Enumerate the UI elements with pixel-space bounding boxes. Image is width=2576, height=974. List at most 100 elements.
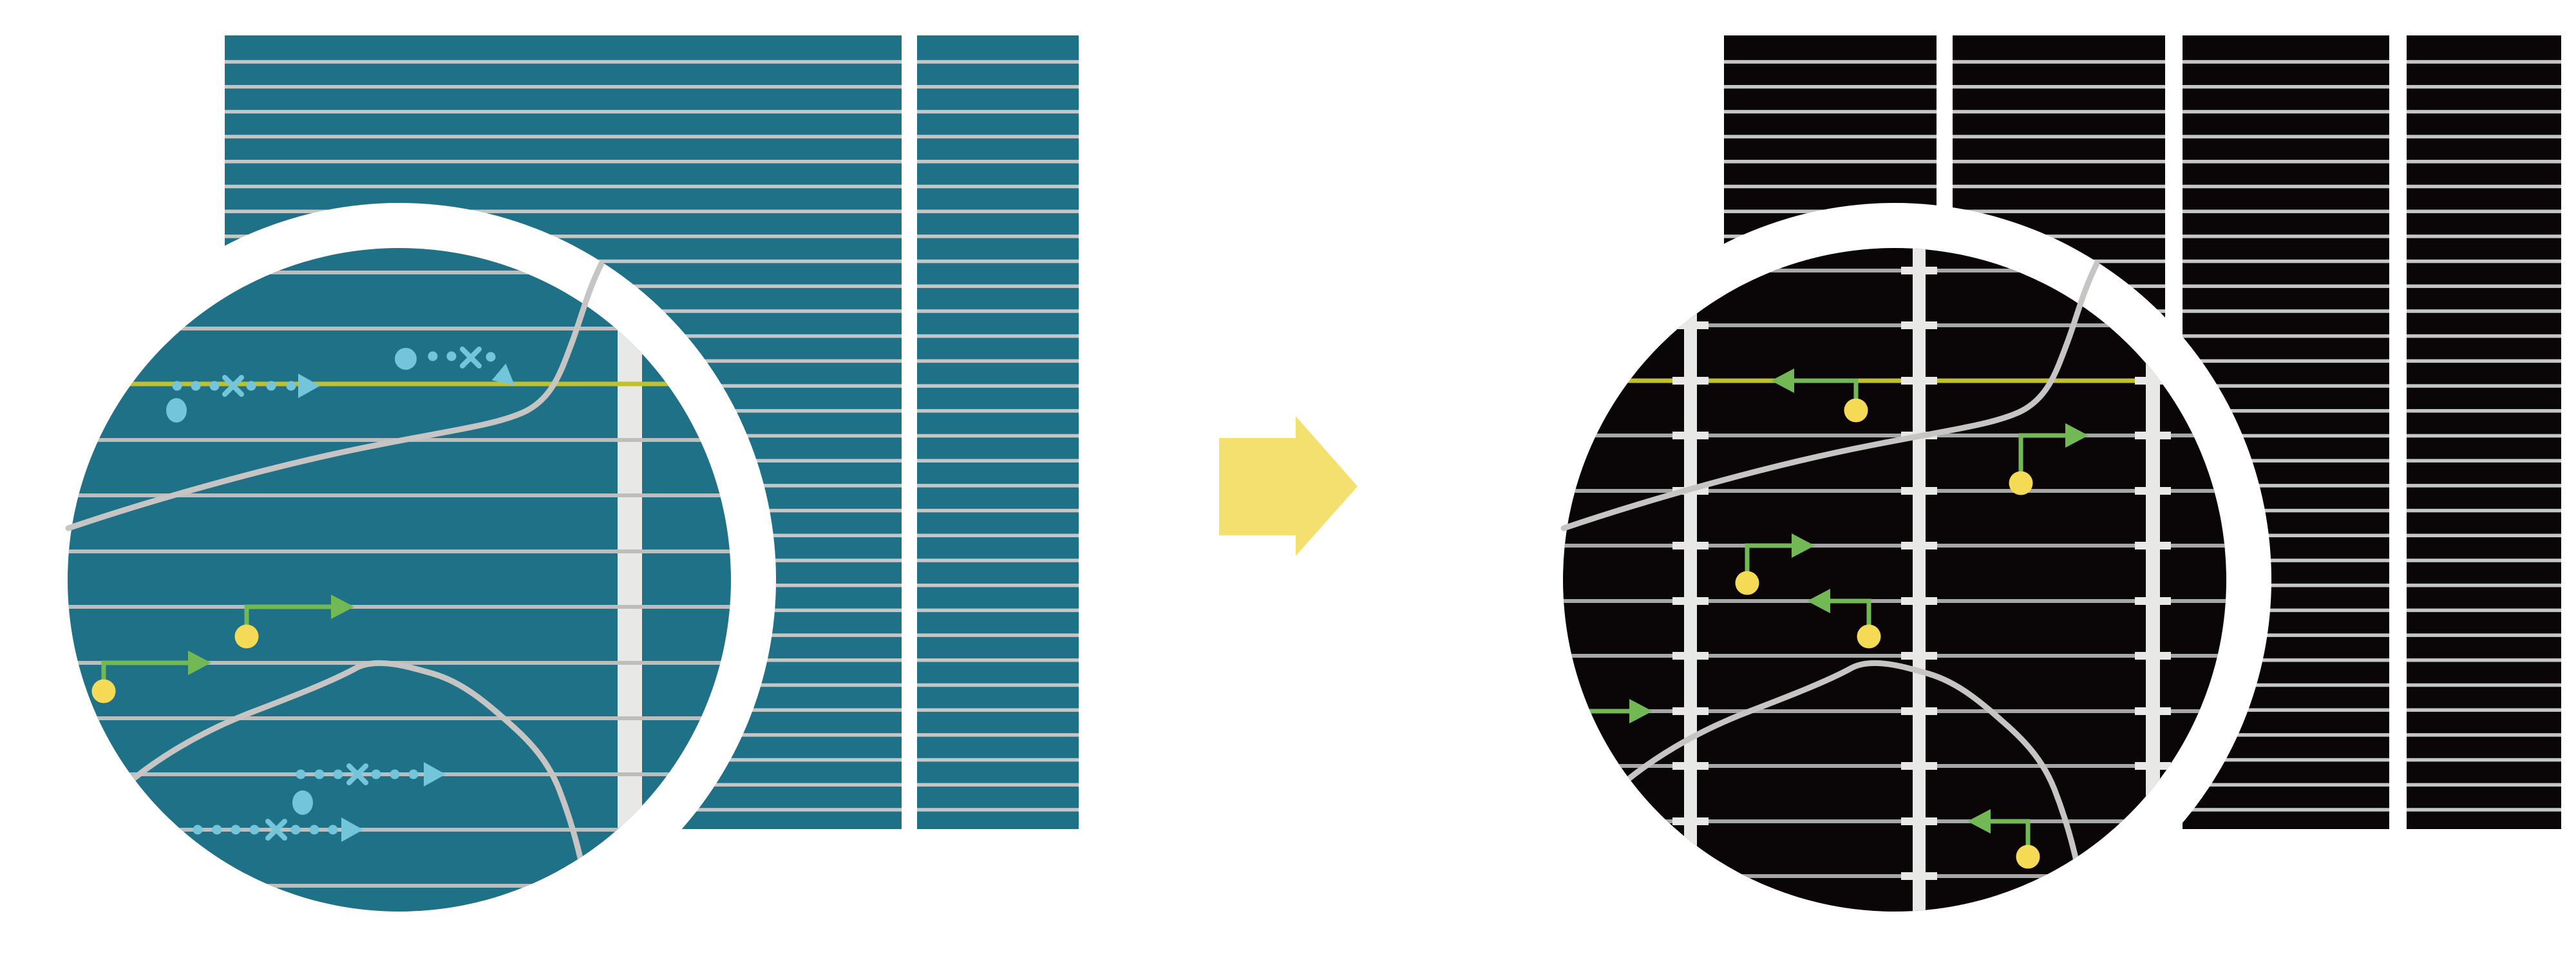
magnified-finger-line bbox=[1563, 269, 2226, 272]
solder-pad bbox=[1672, 377, 1709, 385]
solder-pad bbox=[1901, 817, 1937, 825]
path-dot bbox=[212, 825, 222, 835]
carrier-collection-arrow bbox=[1807, 589, 1881, 649]
cell-rect bbox=[917, 35, 1079, 829]
busbar bbox=[1684, 248, 1697, 912]
finger-line bbox=[1724, 110, 2561, 114]
path-dot bbox=[193, 825, 203, 835]
carrier-dot bbox=[91, 679, 116, 703]
solder-pad bbox=[1901, 267, 1937, 274]
arrow-head-icon bbox=[2065, 423, 2088, 448]
grain-boundary-curve bbox=[1602, 660, 2081, 870]
path-dot bbox=[486, 352, 496, 362]
solder-pad bbox=[1672, 597, 1709, 605]
solder-pad bbox=[1901, 597, 1937, 605]
path-dot bbox=[296, 769, 306, 779]
path-dot bbox=[209, 381, 220, 391]
finger-line bbox=[1724, 259, 2561, 263]
finger-line bbox=[225, 160, 1079, 164]
finger-line bbox=[225, 209, 1079, 213]
arrow-head-icon bbox=[188, 651, 211, 675]
electron-dot bbox=[395, 348, 417, 370]
solder-pad bbox=[1901, 872, 1937, 880]
path-dot bbox=[266, 381, 276, 391]
carrier-dot bbox=[2016, 845, 2040, 869]
magnified-finger-line bbox=[68, 716, 731, 720]
path-dot bbox=[246, 381, 256, 391]
magnified-finger-line bbox=[68, 605, 731, 609]
finger-line bbox=[225, 60, 1079, 64]
finger-line bbox=[225, 135, 1079, 138]
solder-pad bbox=[1901, 487, 1937, 495]
left-magnifier bbox=[23, 203, 776, 957]
magnifier-lens-background bbox=[1563, 248, 2226, 912]
solder-pad bbox=[1901, 762, 1937, 770]
arrow-head-icon bbox=[491, 363, 515, 385]
arrow-head-icon bbox=[1771, 368, 1794, 393]
carrier-collection-arrow bbox=[91, 651, 211, 703]
finger-line bbox=[225, 234, 1079, 238]
finger-line bbox=[1724, 60, 2561, 64]
right-magnifier bbox=[1518, 203, 2271, 957]
solder-pad bbox=[1901, 377, 1937, 385]
magnified-finger-line bbox=[1563, 764, 2226, 768]
magnified-finger-line bbox=[1563, 489, 2226, 493]
carrier-dot bbox=[1857, 624, 1881, 649]
carrier-collection-arrow bbox=[1967, 809, 2040, 869]
magnifier-lens-background bbox=[68, 248, 731, 912]
finger-line bbox=[1724, 234, 2561, 238]
solder-pad bbox=[1672, 652, 1709, 660]
solder-pad bbox=[1901, 707, 1937, 715]
solder-pad bbox=[1672, 432, 1709, 439]
finger-line bbox=[1724, 284, 2561, 289]
solder-pad bbox=[1672, 542, 1709, 549]
arrow-head-icon bbox=[341, 817, 363, 842]
highlighted-finger-line bbox=[68, 381, 731, 387]
finger-line bbox=[1724, 135, 2561, 138]
finger-line bbox=[1724, 184, 2561, 189]
path-dot bbox=[286, 381, 296, 391]
carrier-collection-arrow bbox=[1735, 533, 1815, 595]
magnified-finger-line bbox=[68, 549, 731, 553]
busbar bbox=[2146, 248, 2160, 912]
carrier-dot bbox=[1735, 571, 1759, 595]
path-dot bbox=[314, 769, 325, 779]
path-dot bbox=[249, 825, 260, 835]
busbar bbox=[618, 248, 642, 912]
grain-boundary-curve bbox=[65, 204, 632, 531]
busbar bbox=[1913, 248, 1926, 912]
electron-path-arrow bbox=[395, 347, 515, 385]
magnified-finger-line bbox=[1563, 599, 2226, 603]
arrow-head-icon bbox=[1807, 589, 1830, 613]
magnified-finger-line bbox=[1563, 544, 2226, 548]
path-dot bbox=[309, 825, 319, 835]
solder-pad bbox=[2135, 652, 2171, 660]
path-dot bbox=[390, 769, 400, 779]
electron-dot bbox=[166, 398, 187, 423]
solder-pad bbox=[2135, 762, 2171, 770]
finger-line bbox=[1724, 84, 2561, 89]
magnified-finger-line bbox=[68, 884, 731, 888]
solder-pad bbox=[2135, 542, 2171, 549]
finger-line bbox=[225, 84, 1079, 89]
finger-line bbox=[1724, 209, 2561, 213]
finger-line bbox=[225, 110, 1079, 114]
magnified-finger-line bbox=[68, 493, 731, 497]
solder-pad bbox=[1672, 707, 1709, 715]
magnified-finger-line bbox=[1563, 434, 2226, 437]
arrow-head-icon bbox=[298, 374, 320, 398]
grain-boundary-curve bbox=[1560, 204, 2127, 531]
highlighted-finger-line bbox=[1563, 378, 2226, 383]
solder-pad bbox=[2135, 487, 2171, 495]
arrow-head-icon bbox=[1967, 809, 1991, 834]
path-dot bbox=[290, 825, 301, 835]
carrier-dot bbox=[1844, 398, 1868, 423]
path-dot bbox=[191, 381, 201, 391]
carrier-collection-arrow bbox=[1771, 368, 1868, 423]
path-dot bbox=[371, 769, 381, 779]
carrier-dot bbox=[2009, 471, 2033, 495]
carrier-dot bbox=[234, 624, 259, 649]
magnified-finger-line bbox=[1563, 874, 2226, 878]
